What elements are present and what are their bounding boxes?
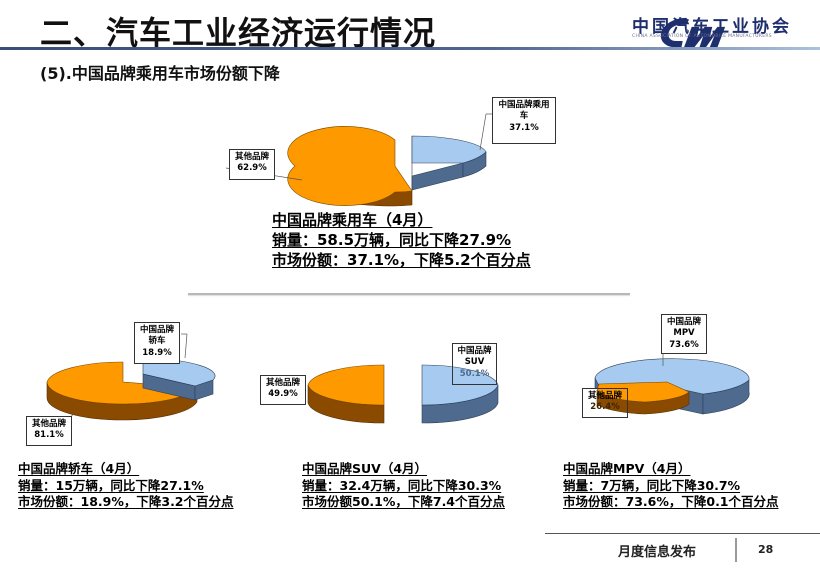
main-stats-share: 市场份额：37.1%，下降5.2个百分点	[272, 250, 531, 269]
suv-stats-share: 市场份额50.1%，下降7.4个百分点	[302, 494, 506, 509]
logo-text-cn: 中国汽车工业协会	[632, 17, 792, 37]
mpv-other-brand-label: 其他品牌 26.4%	[582, 388, 628, 418]
sedan-pie-chart	[46, 333, 216, 421]
suv-other-brand-label: 其他品牌 49.9%	[260, 375, 306, 405]
sedan-china-brand-label: 中国品牌 轿车 18.9%	[134, 322, 180, 364]
section-subtitle: (5).中国品牌乘用车市场份额下降	[40, 64, 280, 83]
suv-stats-sales: 销量：32.4万辆，同比下降30.3%	[302, 477, 502, 493]
sedan-other-brand-label: 其他品牌 81.1%	[26, 416, 72, 446]
caam-logo-icon	[660, 17, 726, 48]
footer-rule	[545, 533, 820, 534]
main-stats-sales: 销量：58.5万辆，同比下降27.9%	[272, 230, 512, 249]
main-stats: 中国品牌乘用车（4月） 销量：58.5万辆，同比下降27.9% 市场份额：37.…	[272, 211, 531, 270]
sedan-stats: 中国品牌轿车（4月） 销量：15万辆，同比下降27.1% 市场份额：18.9%，…	[18, 461, 234, 511]
mpv-china-brand-label: 中国品牌 MPV 73.6%	[661, 314, 707, 354]
sedan-stats-sales: 销量：15万辆，同比下降27.1%	[18, 477, 204, 493]
sedan-stats-share: 市场份额：18.9%，下降3.2个百分点	[18, 494, 234, 509]
main-stats-title: 中国品牌乘用车（4月）	[272, 211, 433, 229]
mpv-stats-share: 市场份额：73.6%，下降0.1个百分点	[563, 494, 779, 509]
suv-pie-chart	[307, 364, 499, 424]
main-china-brand-label: 中国品牌乘用 车 37.1%	[492, 97, 556, 144]
section-divider	[188, 293, 630, 295]
mpv-stats: 中国品牌MPV（4月） 销量：7万辆，同比下降30.7% 市场份额：73.6%，…	[563, 461, 779, 511]
header-rule	[0, 47, 820, 50]
mpv-stats-sales: 销量：7万辆，同比下降30.7%	[563, 477, 741, 493]
suv-stats-title: 中国品牌SUV（4月）	[302, 461, 428, 476]
page-title: 二、汽车工业经济运行情况	[40, 14, 437, 52]
footer-separator	[735, 538, 737, 562]
mpv-stats-title: 中国品牌MPV（4月）	[563, 461, 691, 476]
footer-label: 月度信息发布	[618, 545, 697, 560]
suv-stats: 中国品牌SUV（4月） 销量：32.4万辆，同比下降30.3% 市场份额50.1…	[302, 461, 505, 511]
main-pie-chart	[225, 113, 492, 207]
suv-china-brand-label: 中国品牌 SUV 50.1%	[452, 343, 497, 385]
mpv-pie-chart	[594, 349, 750, 415]
logo-text-en: CHINA ASSOCIATION OF AUTOMOBILE MANUFACT…	[632, 34, 772, 39]
main-other-brand-label: 其他品牌 62.9%	[229, 149, 275, 180]
page-number: 28	[758, 543, 774, 556]
sedan-stats-title: 中国品牌轿车（4月）	[18, 461, 140, 476]
